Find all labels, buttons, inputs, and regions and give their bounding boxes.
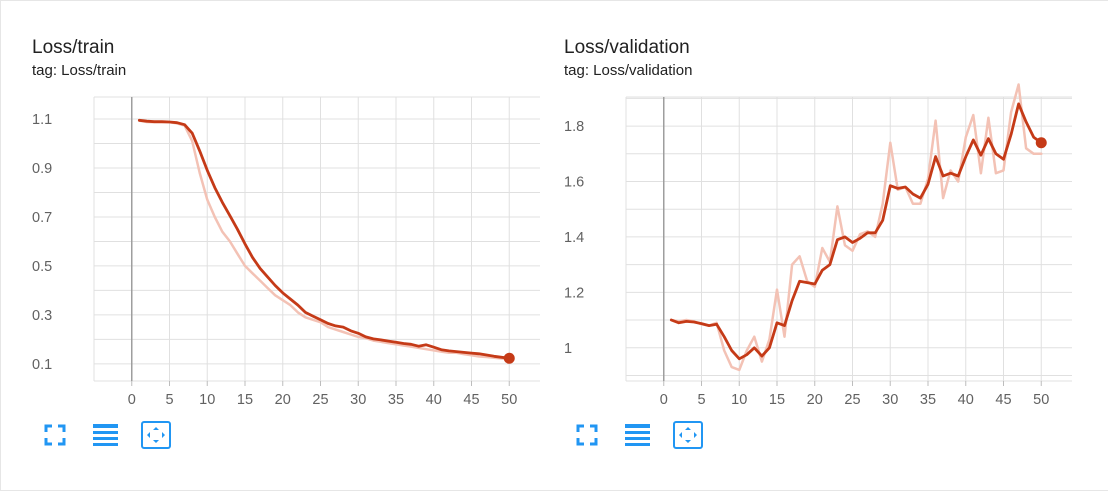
x-tick-label: 0 <box>660 392 668 408</box>
chart-card-validation: Loss/validation tag: Loss/validation 0 5 1… <box>532 0 1072 470</box>
x-tick-label: 15 <box>237 392 253 408</box>
x-tick-label: 25 <box>312 392 328 408</box>
series-line-smoothed <box>669 102 1043 361</box>
x-tick-label: 35 <box>388 392 404 408</box>
fullscreen-button[interactable] <box>40 420 70 450</box>
y-tick-label: 0.5 <box>32 259 52 275</box>
fit-domain-icon <box>141 421 171 449</box>
fullscreen-button[interactable] <box>572 420 602 450</box>
x-tick-label: 15 <box>769 392 785 408</box>
x-tick-label: 35 <box>920 392 936 408</box>
last-point-marker <box>503 352 515 364</box>
fullscreen-icon <box>44 424 66 446</box>
toggle-log-scale-button[interactable] <box>90 420 120 450</box>
chart-tag: tag: Loss/validation <box>564 62 693 79</box>
fit-domain-button[interactable] <box>672 420 703 450</box>
fit-domain-button[interactable] <box>140 420 171 450</box>
y-tick-label: 0.9 <box>32 161 52 177</box>
chart-card-train: Loss/train tag: Loss/train 0 5 10 15 20 25 30 3… <box>0 0 540 470</box>
y-tick-label: 0.3 <box>32 308 52 324</box>
x-tick-label: 40 <box>958 392 974 408</box>
x-tick-label: 45 <box>463 392 479 408</box>
y-tick-label: 1.8 <box>564 119 584 135</box>
chart-title: Loss/validation <box>564 37 690 58</box>
toggle-log-scale-icon <box>625 424 650 446</box>
x-tick-label: 40 <box>426 392 442 408</box>
x-tick-label: 20 <box>275 392 291 408</box>
x-tick-label: 5 <box>697 392 705 408</box>
series-line-smoothed <box>137 118 511 360</box>
y-tick-label: 0.1 <box>32 357 52 373</box>
y-tick-label: 1 <box>564 341 572 357</box>
x-tick-label: 30 <box>350 392 366 408</box>
chart-title: Loss/train <box>32 37 115 58</box>
x-tick-label: 20 <box>807 392 823 408</box>
chart-tag: tag: Loss/train <box>32 62 127 79</box>
chart-toolbar <box>572 420 712 452</box>
fullscreen-icon <box>576 424 598 446</box>
x-tick-label: 5 <box>165 392 173 408</box>
series-line-raw <box>670 83 1043 372</box>
y-tick-label: 1.4 <box>564 230 584 246</box>
y-tick-label: 0.7 <box>32 210 52 226</box>
x-tick-label: 45 <box>995 392 1011 408</box>
series-line-raw <box>138 119 511 361</box>
chart-toolbar <box>40 420 180 452</box>
y-tick-label: 1.1 <box>32 112 52 128</box>
toggle-log-scale-button[interactable] <box>622 420 652 450</box>
x-tick-label: 25 <box>844 392 860 408</box>
y-tick-label: 1.2 <box>564 285 584 301</box>
y-tick-label: 1.6 <box>564 175 584 191</box>
x-tick-label: 50 <box>1033 392 1049 408</box>
last-point-marker <box>1035 137 1047 149</box>
line-chart-train[interactable]: 0 5 10 15 20 25 30 35 40 45 50 0.1 0.3 0.5 0.7 0.9 1.1 <box>0 0 540 415</box>
fit-domain-icon <box>673 421 703 449</box>
x-tick-label: 30 <box>882 392 898 408</box>
x-tick-label: 10 <box>731 392 747 408</box>
x-tick-label: 50 <box>501 392 517 408</box>
toggle-log-scale-icon <box>93 424 118 446</box>
x-tick-label: 10 <box>199 392 215 408</box>
x-tick-label: 0 <box>128 392 136 408</box>
line-chart-validation[interactable]: 0 5 10 15 20 25 30 35 40 45 50 1 1.2 1.4 1.6 1.8 <box>532 0 1072 415</box>
